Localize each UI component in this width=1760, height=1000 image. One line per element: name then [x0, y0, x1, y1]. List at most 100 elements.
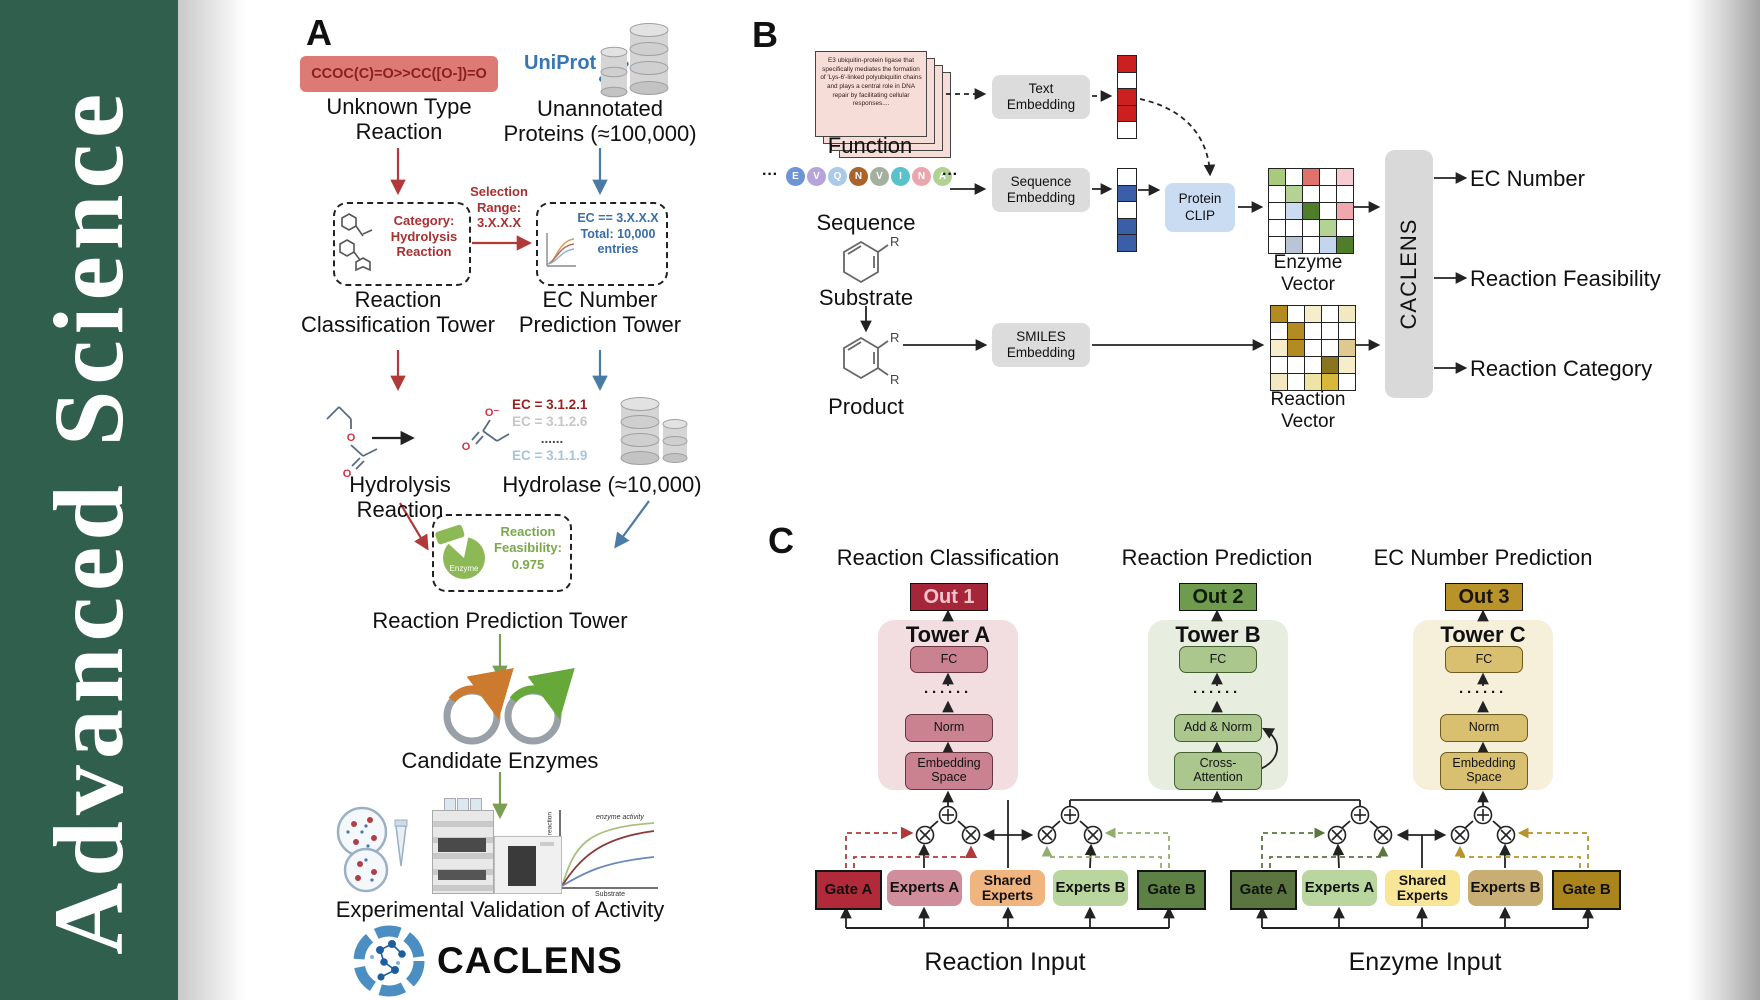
tower-a-norm: Norm	[905, 714, 993, 742]
matrix-cell	[1304, 305, 1322, 323]
gate-a-enzyme: Gate A	[1230, 870, 1297, 910]
category-box-text: Category: Hydrolysis Reaction	[390, 213, 458, 260]
matrix-cell	[1338, 322, 1356, 340]
petri-dish-icons	[336, 806, 408, 893]
matrix-row	[1270, 322, 1356, 340]
matrix-cell	[1304, 339, 1322, 357]
output-reaction-feasibility: Reaction Feasibility	[1470, 266, 1661, 291]
matrix-row	[1117, 104, 1137, 123]
function-label: Function	[827, 133, 913, 158]
smiles-embedding-box: SMILES Embedding	[992, 323, 1090, 367]
sequence-ellipsis-left: ···	[762, 166, 778, 183]
smiles-reaction-box: CCOC(C)=O>>CC([O-])=O	[300, 56, 498, 92]
product-label: Product	[828, 394, 904, 419]
ethyl-acetate-structure	[326, 406, 378, 470]
matrix-cell	[1117, 121, 1137, 139]
classification-tower-label: Reaction Classification Tower	[300, 287, 495, 338]
enzyme-vector-matrix	[1268, 168, 1354, 254]
sequence-label: Sequence	[816, 210, 916, 235]
sequence-embedding-box: Sequence Embedding	[992, 168, 1090, 212]
text-embedding-vector	[1117, 55, 1137, 139]
activity-graph-title: enzyme activity	[596, 814, 644, 821]
candidate-enzymes-label: Candidate Enzymes	[401, 748, 599, 773]
ec-result-ellipsis: ......	[540, 430, 564, 446]
tower-a-embedding-space: Embedding Space	[905, 752, 993, 790]
matrix-cell	[1117, 184, 1137, 203]
tower-b-dots: ······	[1193, 684, 1241, 701]
matrix-row	[1117, 88, 1137, 106]
matrix-row	[1117, 234, 1137, 252]
prediction-tower-label: EC Number Prediction Tower	[518, 287, 682, 338]
function-card-text: E3 ubiquitin-protein ligase that specifi…	[820, 57, 922, 108]
matrix-row	[1117, 55, 1137, 73]
sequence-embedding-vector	[1117, 168, 1137, 252]
caclens-model-box: CACLENS	[1385, 150, 1433, 398]
matrix-cell	[1270, 322, 1288, 340]
acetate-structure	[471, 419, 510, 445]
atom-o-3: O	[462, 441, 471, 453]
unknown-reaction-label: Unknown Type Reaction	[326, 94, 472, 145]
column-title-ec-number-prediction: EC Number Prediction	[1373, 545, 1593, 570]
matrix-row	[1117, 217, 1137, 236]
reaction-prediction-tower-label: Reaction Prediction Tower	[372, 608, 628, 633]
enzyme-input-label: Enzyme Input	[1348, 948, 1502, 976]
matrix-cell	[1304, 322, 1322, 340]
out1-box: Out 1	[910, 583, 988, 611]
matrix-cell	[1319, 202, 1337, 220]
reaction-vector-matrix	[1270, 305, 1356, 391]
tower-b-fc: FC	[1179, 646, 1257, 673]
matrix-row	[1268, 236, 1354, 254]
panel-c-label: C	[768, 520, 794, 561]
sequence-ellipsis-right: ···	[942, 166, 958, 183]
matrix-cell	[1319, 219, 1337, 237]
matrix-cell	[1270, 305, 1288, 323]
ec-results-list: EC = 3.1.2.1 EC = 3.1.2.6 ...... EC = 3.…	[512, 397, 608, 465]
left-page-shadow	[178, 0, 258, 1000]
enzyme-blob-icon: Enzyme	[435, 524, 485, 579]
tower-b-add-norm: Add & Norm	[1174, 714, 1262, 742]
tower-c-norm: Norm	[1440, 714, 1528, 742]
output-ec-number: EC Number	[1470, 166, 1585, 191]
matrix-row	[1117, 201, 1137, 219]
residue-circle: V	[807, 167, 826, 186]
residue-circle: Q	[828, 167, 847, 186]
ec-curves-icon	[546, 233, 576, 267]
panel-a-arrows	[372, 148, 650, 820]
matrix-cell	[1321, 356, 1339, 374]
uniprot-logo-text: UniProt	[524, 52, 597, 74]
database-icon-top	[600, 23, 669, 98]
matrix-cell	[1302, 185, 1320, 203]
matrix-cell	[1336, 168, 1354, 186]
matrix-cell	[1285, 185, 1303, 203]
matrix-row	[1268, 168, 1354, 186]
reaction-vector-label: Reaction Vector	[1270, 389, 1346, 432]
matrix-cell	[1287, 305, 1305, 323]
enzyme-vector-label: Enzyme Vector	[1273, 252, 1343, 295]
ec-result: EC = 3.1.2.6	[512, 413, 588, 429]
journal-sidebar: Science Advanced	[0, 0, 178, 1000]
activity-graph	[559, 810, 658, 889]
atom-o-1: O	[347, 432, 356, 444]
matrix-row	[1268, 202, 1354, 220]
matrix-cell	[1268, 219, 1286, 237]
experts-a-reaction: Experts A	[887, 870, 962, 906]
experts-b-reaction: Experts B	[1053, 870, 1128, 906]
tower-c-embedding-space: Embedding Space	[1440, 752, 1528, 790]
matrix-cell	[1117, 55, 1137, 73]
atom-o-minus: O⁻	[485, 407, 500, 419]
tower-c-dots: ······	[1459, 684, 1507, 701]
tower-b-cross-attention: Cross- Attention	[1174, 752, 1262, 790]
add-mixer-icon	[938, 805, 1493, 825]
product-r-label-1: R	[890, 330, 900, 345]
matrix-cell	[1117, 71, 1137, 90]
matrix-cell	[1285, 202, 1303, 220]
tower-b-title: Tower B	[1175, 622, 1261, 647]
output-reaction-category: Reaction Category	[1470, 356, 1653, 381]
out3-box: Out 3	[1445, 583, 1523, 611]
experimental-validation-label: Experimental Validation of Activity	[335, 897, 665, 922]
matrix-cell	[1285, 219, 1303, 237]
function-card-1: E3 ubiquitin-protein ligase that specifi…	[815, 51, 927, 137]
